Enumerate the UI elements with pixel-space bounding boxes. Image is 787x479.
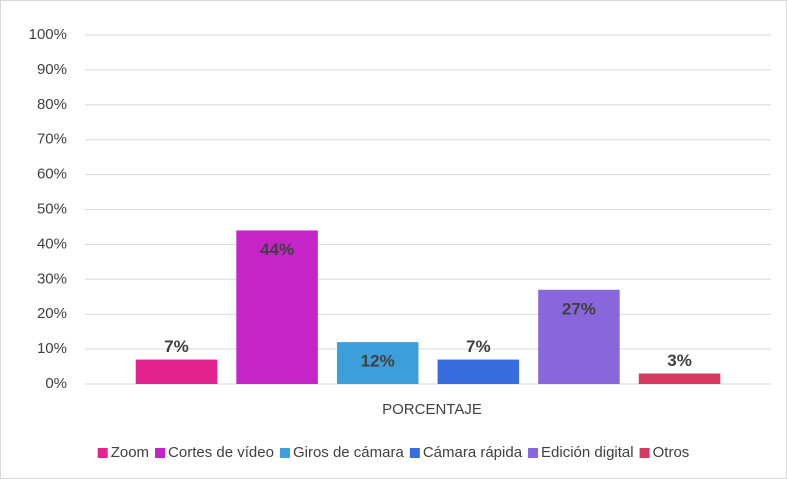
- legend-swatch: [639, 448, 650, 458]
- bar: [135, 359, 218, 384]
- y-tick-label: 100%: [29, 26, 67, 43]
- legend-label: Edición digital: [541, 444, 634, 461]
- legend-swatch: [155, 448, 166, 458]
- value-label: 3%: [667, 351, 692, 370]
- y-tick-label: 0%: [45, 375, 67, 392]
- bar: [538, 289, 620, 384]
- bar: [336, 342, 419, 384]
- value-label: 12%: [361, 352, 395, 371]
- value-label: 7%: [164, 337, 189, 356]
- bar: [638, 373, 721, 384]
- y-tick-label: 50%: [37, 200, 67, 217]
- legend-label: Otros: [653, 444, 690, 461]
- y-tick-label: 10%: [37, 340, 67, 357]
- y-tick-label: 80%: [37, 96, 67, 113]
- legend-swatch: [97, 448, 108, 458]
- y-tick-label: 70%: [37, 131, 67, 148]
- y-tick-label: 40%: [37, 235, 67, 252]
- legend-swatch: [409, 448, 420, 458]
- y-tick-label: 20%: [37, 305, 67, 322]
- legend-label: Giros de cámara: [293, 444, 405, 461]
- y-tick-label: 60%: [37, 166, 67, 183]
- legend-label: Cámara rápida: [423, 444, 523, 461]
- y-tick-label: 90%: [37, 61, 67, 78]
- bar: [236, 230, 318, 384]
- legend-swatch: [528, 448, 539, 458]
- legend-label: Zoom: [111, 444, 149, 461]
- x-tick-label: PORCENTAJE: [382, 401, 482, 418]
- value-label: 7%: [466, 337, 491, 356]
- value-label: 44%: [260, 240, 294, 259]
- bar: [437, 359, 520, 384]
- value-label: 27%: [562, 299, 596, 318]
- legend-label: Cortes de vídeo: [168, 444, 274, 461]
- y-tick-label: 30%: [37, 270, 67, 287]
- legend-swatch: [279, 448, 290, 458]
